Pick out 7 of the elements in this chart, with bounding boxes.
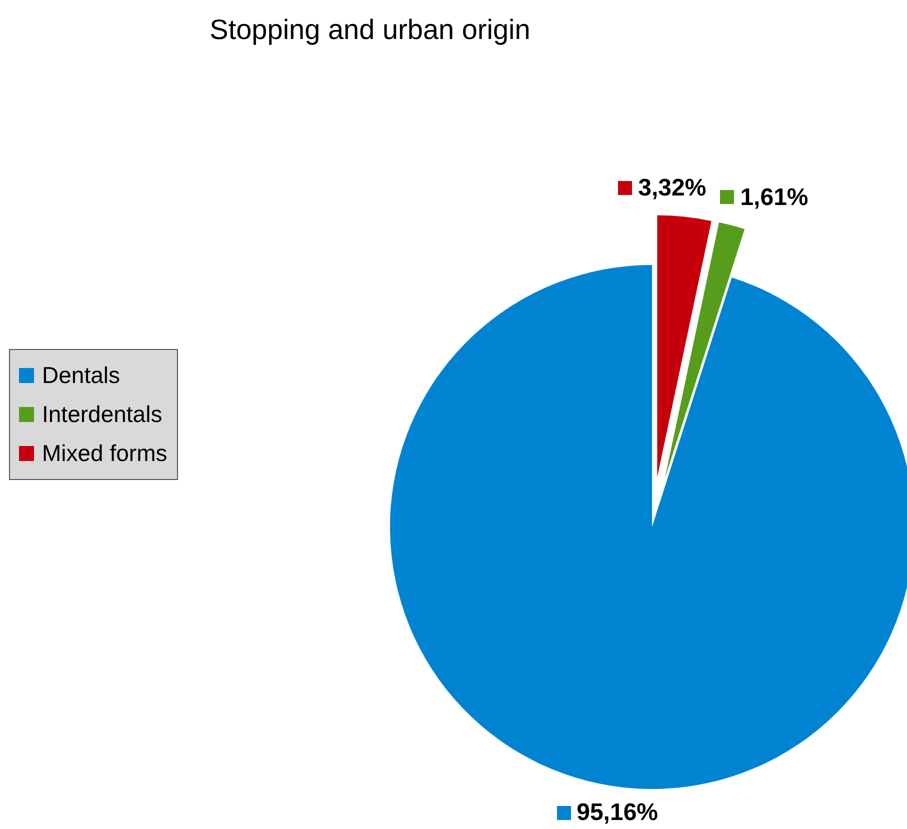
chart-title: Stopping and urban origin: [208, 14, 532, 46]
legend-label: Interdentals: [42, 400, 162, 428]
data-label: 95,16%: [576, 799, 658, 826]
data-label: 1,61%: [740, 184, 808, 211]
legend-label: Dentals: [42, 360, 120, 390]
legend-label: Mixed forms: [42, 438, 168, 468]
data-label: 3,32%: [638, 174, 706, 202]
